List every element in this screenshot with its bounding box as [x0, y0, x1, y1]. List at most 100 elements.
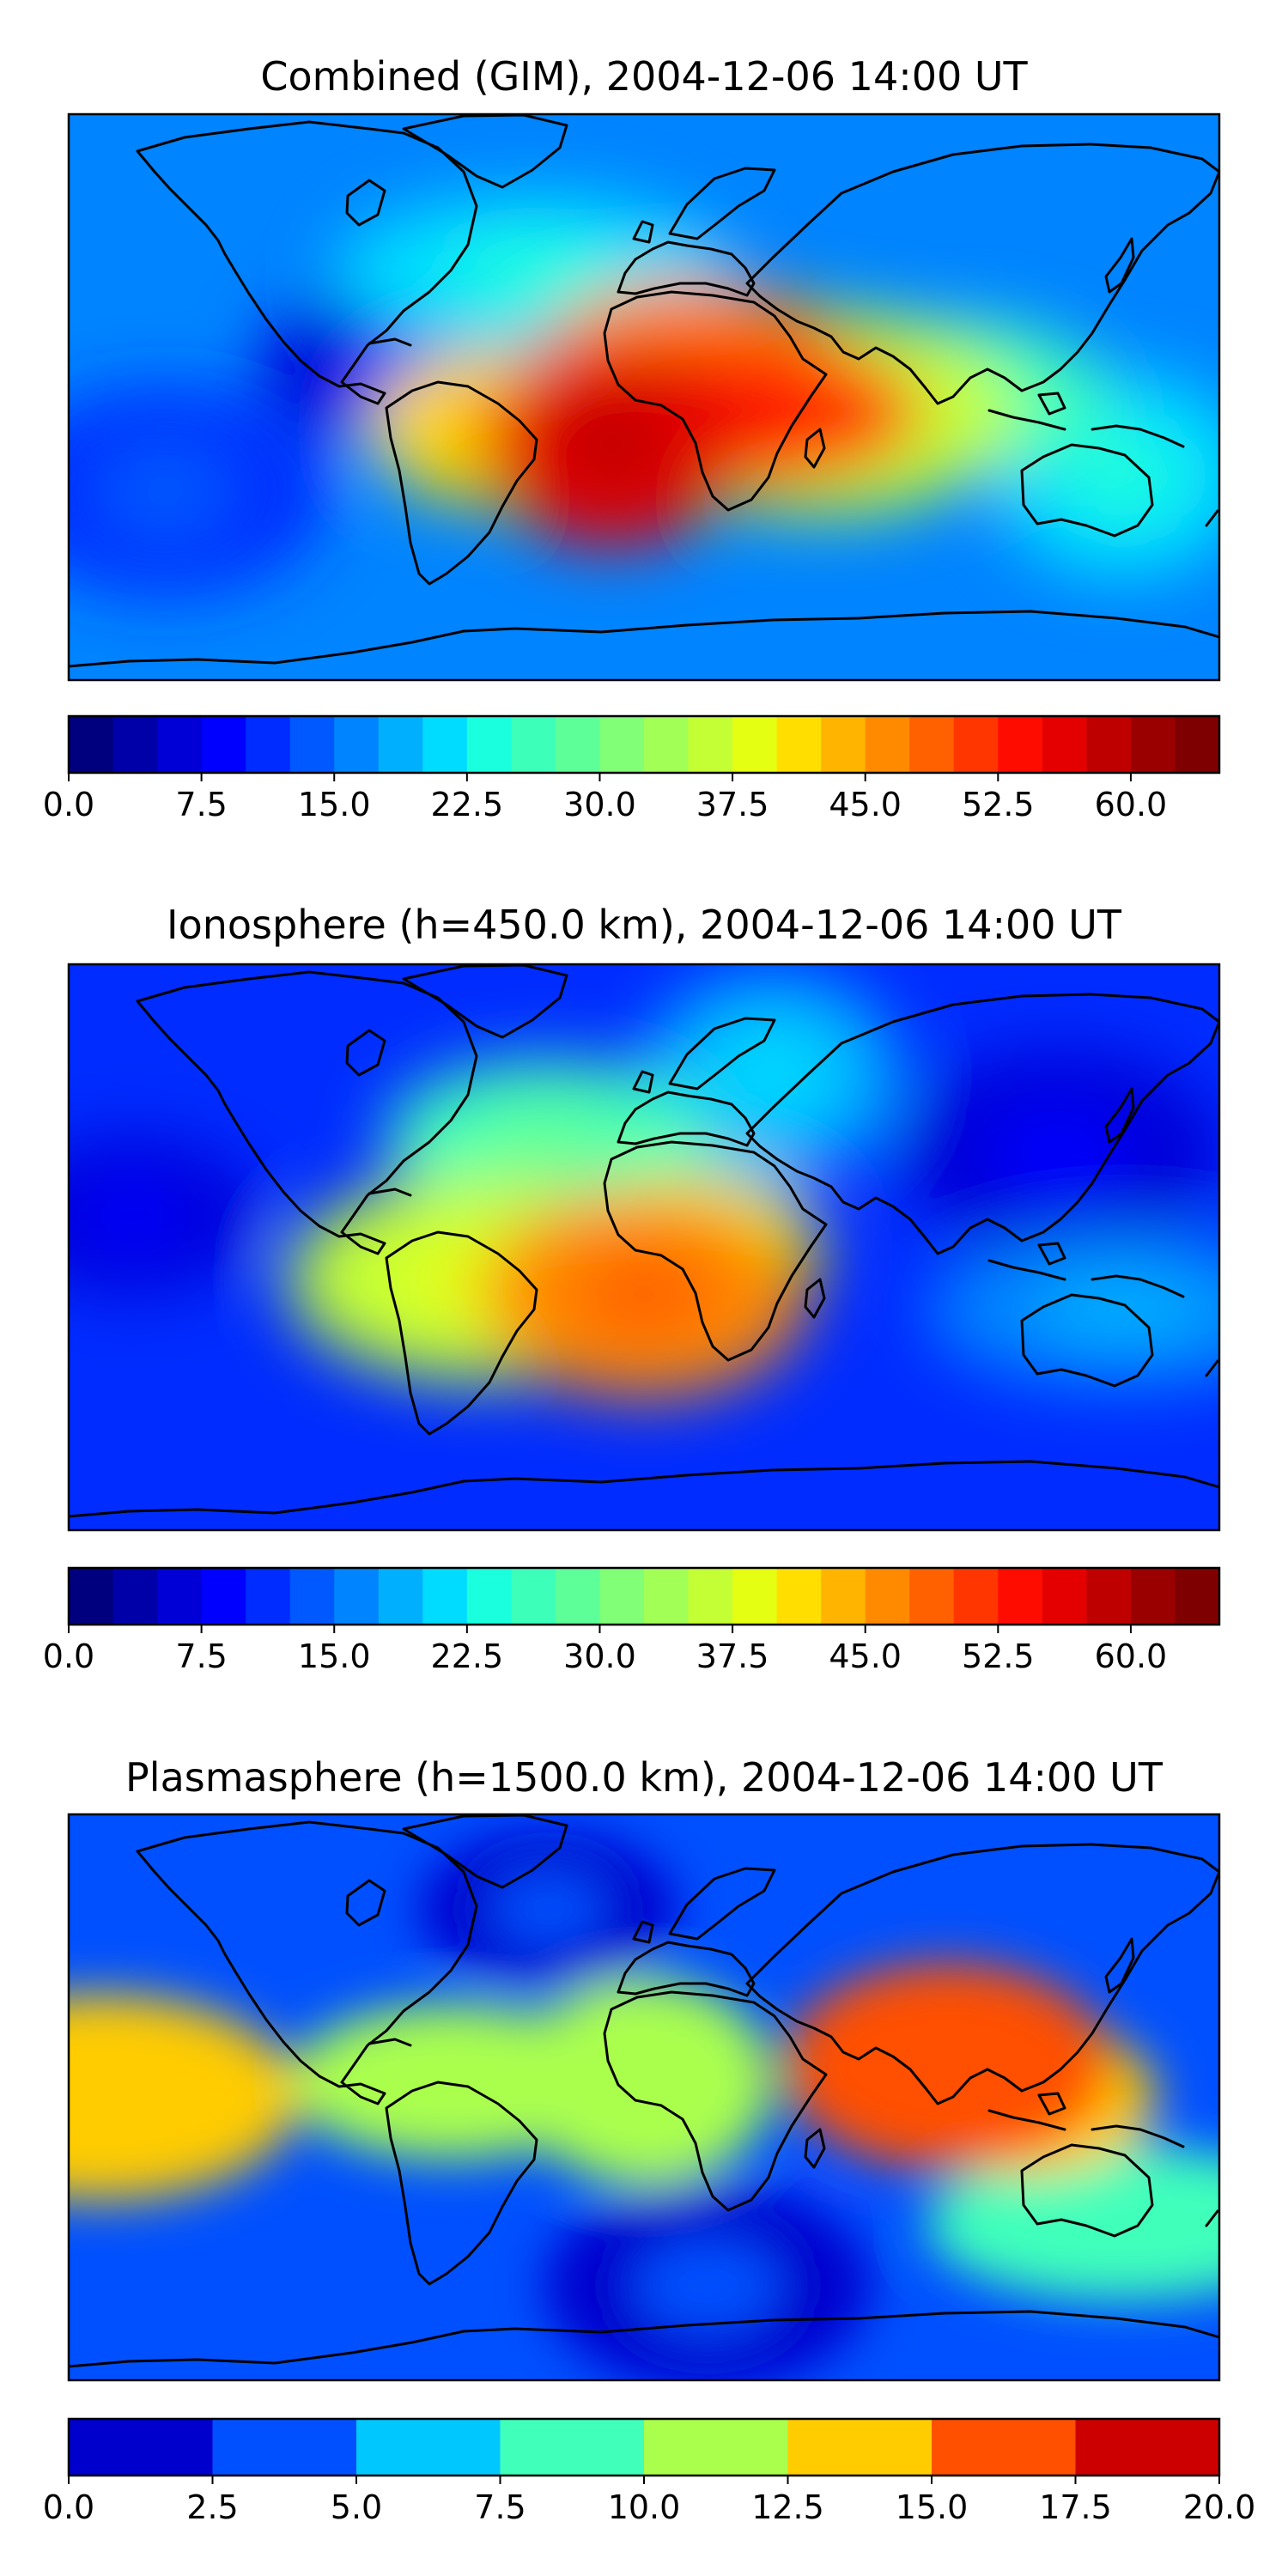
colorbar-bin: [732, 1568, 778, 1625]
colorbar-tick-label: 37.5: [696, 786, 769, 823]
colorbar-bin: [821, 1568, 866, 1625]
colorbar-bin: [953, 1568, 999, 1625]
colorbar-bin: [599, 1568, 645, 1625]
colorbar-bin: [932, 2419, 1077, 2476]
map-frame: [67, 963, 1221, 1532]
field-feature-core: [1034, 1275, 1212, 1346]
colorbar-bin: [356, 2419, 501, 2476]
colorbar-bin: [688, 716, 733, 773]
colorbar-bin: [289, 716, 335, 773]
colorbar-frame: [67, 1566, 1221, 1626]
colorbar-tick-label: 45.0: [829, 786, 902, 823]
colorbar-tick-label: 10.0: [608, 2488, 681, 2526]
colorbar-bin: [1042, 716, 1087, 773]
colorbar-bin: [865, 716, 910, 773]
field-feature-core: [443, 236, 622, 307]
colorbar-tick-label: 2.5: [186, 2488, 238, 2526]
colorbar-bin: [644, 2419, 789, 2476]
colorbar-tick-label: 0.0: [43, 1637, 94, 1675]
colorbar-tick-label: 30.0: [563, 1637, 636, 1675]
colorbar-bin: [1130, 1568, 1176, 1625]
colorbar-bin: [378, 1568, 423, 1625]
map-frame: [67, 112, 1221, 682]
colorbar-bin: [378, 716, 423, 773]
colorbar-bin: [1042, 1568, 1087, 1625]
colorbar-bin: [112, 716, 158, 773]
map-frame: [67, 1813, 1221, 2382]
colorbar-bin: [212, 2419, 357, 2476]
field-feature-core: [74, 1181, 191, 1251]
field-feature-core: [69, 2050, 190, 2144]
colorbar-bin: [500, 2419, 645, 2476]
colorbar-bin: [998, 1568, 1043, 1625]
colorbar-bin: [909, 1568, 955, 1625]
field-feature-core: [586, 2035, 702, 2129]
colorbar-bin: [776, 716, 822, 773]
field-feature-core: [634, 2239, 781, 2333]
colorbar-tick-label: 0.0: [43, 786, 94, 823]
colorbar-bin: [953, 716, 999, 773]
field-feature-core: [474, 1102, 622, 1172]
colorbar-bin: [688, 1568, 733, 1625]
panel-1-title: Combined (GIM), 2004-12-06 14:00 UT: [260, 53, 1028, 100]
colorbar-bin: [69, 1568, 114, 1625]
colorbar-bin: [466, 716, 512, 773]
colorbar-bin: [1175, 1568, 1220, 1625]
colorbar-bin: [246, 1568, 291, 1625]
colorbar-bin: [157, 716, 203, 773]
colorbar-bin: [555, 1568, 601, 1625]
colorbar-tick-label: 30.0: [563, 786, 636, 823]
map-panel-2: 0.0 7.5 15.0 22.5 30.0 37.5 45.0 52.5 60.0: [43, 963, 1221, 1675]
colorbar-tick-label: 0.0: [43, 2488, 94, 2526]
colorbar-tick-label: 52.5: [962, 1637, 1035, 1675]
colorbar-bin: [69, 2419, 214, 2476]
colorbar-tick-label: 60.0: [1095, 1637, 1168, 1675]
map-panel-3: 0.0 2.5 5.0 7.5 10.0 12.5 15.0 17.5 20.0: [43, 1813, 1256, 2526]
field-feature-core: [91, 445, 239, 538]
colorbar-bin: [466, 1568, 512, 1625]
colorbar-tick-label: 20.0: [1183, 2488, 1256, 2526]
colorbar-bin: [1175, 716, 1220, 773]
field-feature-core: [489, 1874, 606, 1944]
field-feature-core: [1034, 2188, 1212, 2258]
colorbar-bin: [732, 716, 778, 773]
colorbar-frame: [67, 714, 1221, 775]
colorbar-2: 0.0 7.5 15.0 22.5 30.0 37.5 45.0 52.5 60.0: [43, 1566, 1221, 1675]
colorbar-tick-label: 7.5: [474, 2488, 526, 2526]
colorbar-bin: [821, 716, 866, 773]
colorbar-bin: [422, 716, 468, 773]
panel-2-title: Ionosphere (h=450.0 km), 2004-12-06 14:0…: [167, 902, 1121, 948]
colorbar-bin: [157, 1568, 203, 1625]
colorbar-tick-label: 22.5: [431, 786, 504, 823]
colorbar-bin: [1130, 716, 1176, 773]
field-feature-core: [379, 2046, 526, 2117]
colorbar-tick-label: 15.0: [298, 1637, 371, 1675]
colorbar-tick-label: 52.5: [962, 786, 1035, 823]
colorbar-bin: [246, 716, 291, 773]
panel-3-title: Plasmasphere (h=1500.0 km), 2004-12-06 1…: [125, 1754, 1163, 1801]
field-feature-core: [1065, 429, 1182, 523]
colorbar-bin: [511, 1568, 556, 1625]
field-feature-core: [714, 1028, 830, 1121]
colorbar-bin: [644, 1568, 690, 1625]
colorbar-bin: [289, 1568, 335, 1625]
colorbar-bin: [422, 1568, 468, 1625]
colorbar-bin: [555, 716, 601, 773]
colorbar-bin: [1086, 716, 1132, 773]
colorbar-tick-label: 15.0: [896, 2488, 969, 2526]
colorbar-bin: [201, 1568, 246, 1625]
colorbar-bin: [998, 716, 1043, 773]
colorbar-bin: [334, 716, 380, 773]
colorbar-3: 0.0 2.5 5.0 7.5 10.0 12.5 15.0 17.5 20.0: [43, 2417, 1256, 2526]
colorbar-bin: [334, 1568, 380, 1625]
colorbar-1: 0.0 7.5 15.0 22.5 30.0 37.5 45.0 52.5 60.0: [43, 714, 1221, 823]
field-feature-core: [554, 398, 671, 491]
colorbar-tick-label: 5.0: [331, 2488, 382, 2526]
colorbar-tick-label: 15.0: [298, 786, 371, 823]
colorbar-tick-label: 60.0: [1095, 786, 1168, 823]
colorbar-tick-label: 45.0: [829, 1637, 902, 1675]
colorbar-tick-label: 12.5: [751, 2488, 824, 2526]
colorbar-bin: [511, 716, 556, 773]
colorbar-tick-label: 37.5: [696, 1637, 769, 1675]
